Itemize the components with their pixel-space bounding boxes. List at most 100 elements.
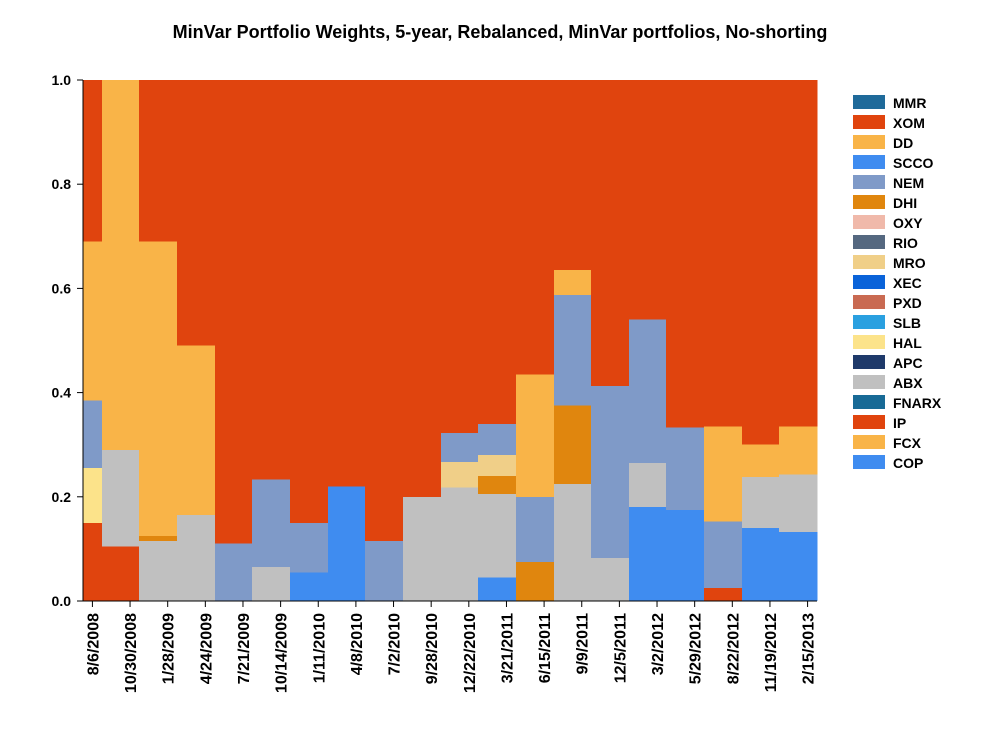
legend: MMR XOM DD SCCO NEM DHI OXY RIO MRO XEC PXD SLB HAL A… <box>853 95 942 471</box>
segment-xom-7 <box>215 80 235 544</box>
segment-xom-28 <box>610 80 630 386</box>
segment-abx-19 <box>441 487 460 601</box>
segment-dhi-21 <box>478 475 498 495</box>
segment-xom-17 <box>403 80 423 497</box>
x-tick-label: 9/9/2011 <box>575 613 592 675</box>
segment-xom-31 <box>666 80 686 428</box>
legend-swatch-xec <box>853 275 885 289</box>
legend-label-fcx: FCX <box>893 435 922 451</box>
segment-cop-36 <box>761 528 780 601</box>
legend-label-pxd: PXD <box>893 295 922 311</box>
legend-swatch-ip <box>853 415 885 429</box>
legend-swatch-dhi <box>853 195 885 209</box>
segment-cop-21 <box>478 577 498 601</box>
x-tick-label: 8/6/2008 <box>85 613 102 675</box>
segment-dd-25 <box>554 270 573 296</box>
segment-xom-21 <box>478 80 498 424</box>
segment-xom-30 <box>648 80 667 320</box>
segment-abx-38 <box>798 474 818 533</box>
legend-swatch-scco <box>853 155 885 169</box>
segment-ip-33 <box>704 587 724 601</box>
segment-dd-38 <box>798 426 818 475</box>
segment-dd-33 <box>704 426 724 522</box>
x-tick-label: 4/24/2009 <box>198 613 215 684</box>
legend-swatch-pxd <box>853 295 885 309</box>
segment-cop-30 <box>648 507 667 601</box>
segment-dd-26 <box>572 270 592 296</box>
segment-abx-5 <box>177 515 197 601</box>
segment-xom-38 <box>798 80 818 427</box>
legend-swatch-apc <box>853 355 885 369</box>
segment-ip-34 <box>723 587 743 601</box>
segment-xom-20 <box>459 80 479 434</box>
y-tick-label: 0.4 <box>52 385 72 401</box>
segment-ip-2 <box>121 546 140 601</box>
segment-abx-21 <box>478 494 498 578</box>
segment-dhi-24 <box>535 561 555 601</box>
segment-abx-20 <box>459 487 479 601</box>
segment-xom-24 <box>535 80 555 375</box>
legend-swatch-fnarx <box>853 395 885 409</box>
segment-dhi-3 <box>139 535 159 542</box>
legend-label-cop: COP <box>893 455 923 471</box>
segment-dhi-26 <box>572 405 592 484</box>
chart-title: MinVar Portfolio Weights, 5-year, Rebala… <box>172 22 828 42</box>
legend-label-slb: SLB <box>893 315 921 331</box>
legend-label-fnarx: FNARX <box>893 395 942 411</box>
segment-abx-3 <box>139 541 159 601</box>
x-tick-label: 7/21/2009 <box>236 613 253 684</box>
x-tick-label: 5/29/2012 <box>688 613 705 684</box>
x-tick-label: 12/22/2010 <box>462 613 479 693</box>
x-tick-label: 3/21/2011 <box>499 613 516 683</box>
segment-abx-9 <box>252 567 272 601</box>
x-tick-label: 12/5/2011 <box>612 613 629 683</box>
segment-cop-31 <box>666 509 686 601</box>
segment-nem-21 <box>478 423 498 456</box>
legend-swatch-hal <box>853 335 885 349</box>
segment-xom-18 <box>422 80 442 497</box>
segment-xom-4 <box>158 80 178 242</box>
x-tick-label: 4/8/2010 <box>349 613 366 675</box>
segment-dd-5 <box>177 345 197 516</box>
segment-nem-34 <box>723 521 743 588</box>
segment-xom-12 <box>309 80 329 523</box>
segment-dd-6 <box>196 345 216 516</box>
segment-dd-0 <box>83 241 103 401</box>
segment-nem-27 <box>591 385 611 558</box>
segment-cop-35 <box>742 528 762 601</box>
x-tick-label: 6/15/2011 <box>537 613 554 683</box>
segment-xom-36 <box>761 80 780 445</box>
segment-nem-11 <box>290 522 310 573</box>
segment-cop-22 <box>497 577 517 601</box>
segment-abx-18 <box>422 496 442 601</box>
legend-label-oxy: OXY <box>893 215 923 231</box>
segment-nem-0 <box>83 400 103 469</box>
segment-dd-3 <box>139 241 159 536</box>
segment-xom-15 <box>365 80 385 542</box>
legend-label-ip: IP <box>893 415 906 431</box>
segment-abx-26 <box>572 483 592 601</box>
segment-abx-25 <box>554 483 573 601</box>
legend-label-mmr: MMR <box>893 95 926 111</box>
segment-xom-6 <box>196 80 216 346</box>
segment-nem-26 <box>572 295 592 406</box>
x-tick-label: 3/2/2012 <box>650 613 667 675</box>
segment-cop-14 <box>346 486 366 601</box>
segment-nem-29 <box>629 319 649 463</box>
legend-swatch-mmr <box>853 95 885 109</box>
segment-ip-1 <box>102 546 122 601</box>
segment-xom-10 <box>271 80 291 480</box>
legend-swatch-abx <box>853 375 885 389</box>
segment-xom-29 <box>629 80 649 320</box>
segment-nem-33 <box>704 521 724 588</box>
segment-mro-21 <box>478 455 498 476</box>
segment-xom-13 <box>328 80 347 487</box>
segment-xom-9 <box>252 80 272 480</box>
segment-abx-37 <box>779 474 799 533</box>
segment-xom-0 <box>83 80 103 242</box>
segment-cop-32 <box>685 509 705 601</box>
segment-nem-12 <box>309 522 329 573</box>
segment-nem-8 <box>234 543 253 601</box>
segment-cop-11 <box>290 572 310 601</box>
